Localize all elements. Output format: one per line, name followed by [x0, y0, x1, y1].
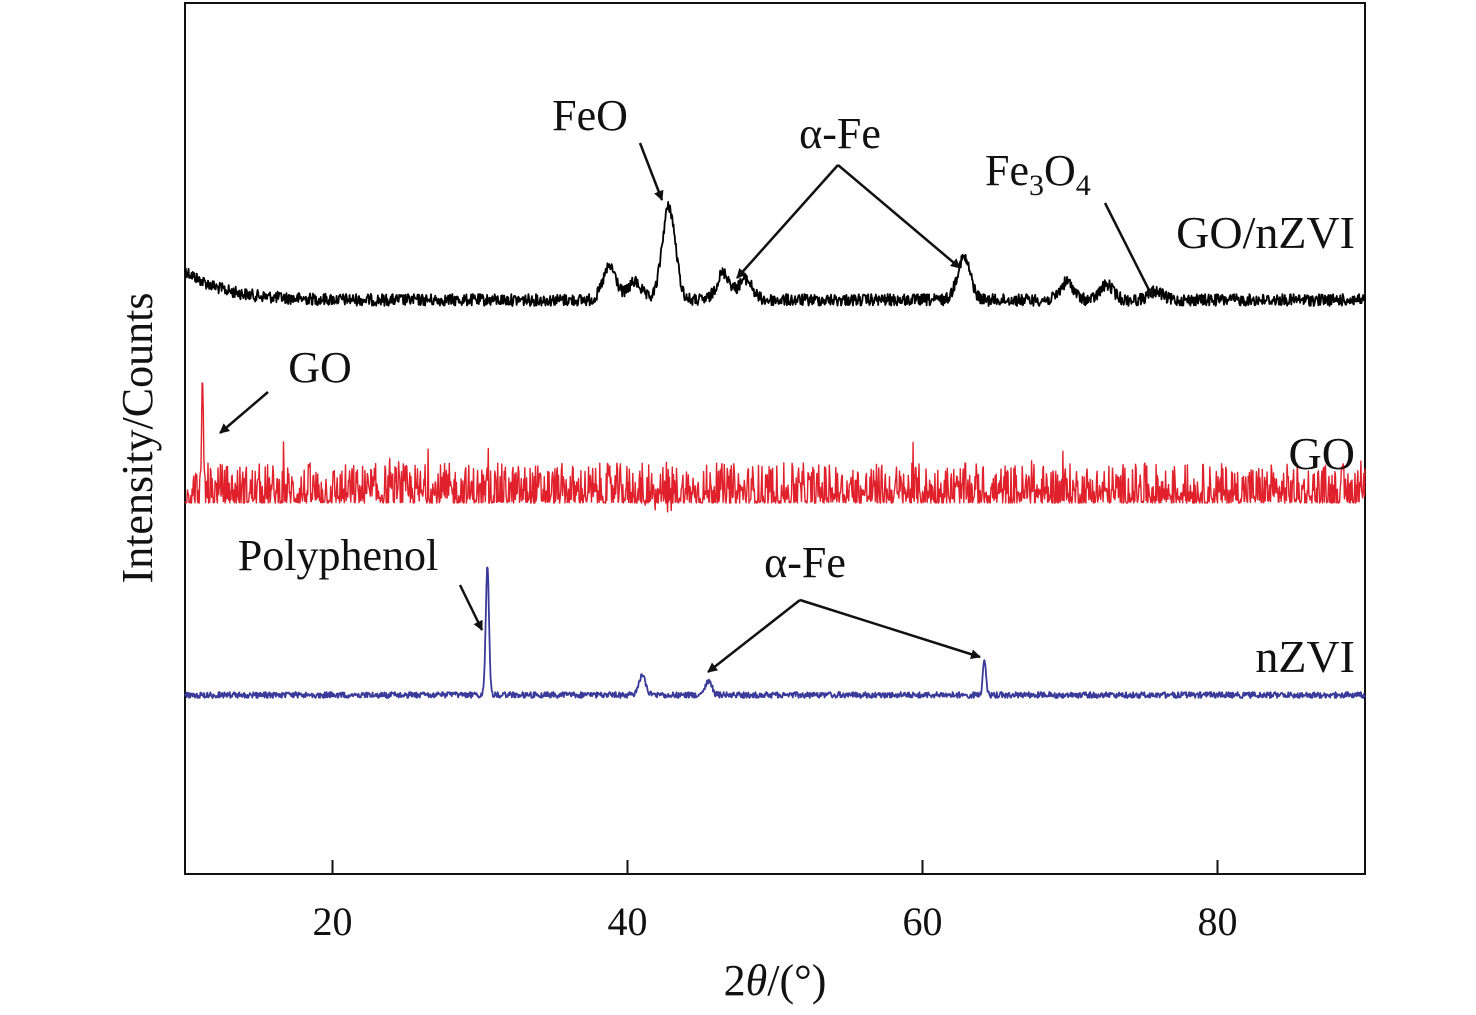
annotation-alpha-fe-top: α-Fe — [799, 109, 881, 158]
x-tick-label: 80 — [1198, 899, 1238, 944]
series-line-go — [184, 382, 1366, 513]
y-axis-label: Intensity/Counts — [113, 293, 162, 584]
annotation-go: GO — [288, 343, 352, 392]
arrow-fe3o4 — [1103, 202, 1155, 299]
annotation-fe3o4: Fe3O4 — [985, 146, 1091, 202]
series-label-go-nzvi: GO/nZVI — [1176, 207, 1355, 258]
arrow-alpha-fe-bottom-right — [799, 598, 981, 660]
arrow-go — [219, 391, 269, 434]
x-tick-label: 40 — [608, 899, 648, 944]
series-line-nzvi — [184, 566, 1366, 699]
x-tick-label: 60 — [903, 899, 943, 944]
series-label-go: GO — [1289, 428, 1355, 479]
arrow-feo — [638, 142, 664, 201]
arrow-polyphenol — [458, 584, 484, 631]
annotation-polyphenol: Polyphenol — [238, 531, 438, 580]
arrow-alpha-fe-top-right — [837, 164, 961, 269]
series-label-nzvi: nZVI — [1255, 631, 1355, 682]
annotation-feo: FeO — [552, 91, 628, 140]
series-traces — [184, 201, 1366, 699]
series-line-go-nzvi — [184, 201, 1366, 307]
x-axis-ticks: 20 40 60 80 — [313, 860, 1238, 944]
x-axis-label: 2θ/(°) — [724, 956, 827, 1005]
plot-frame — [184, 2, 1366, 875]
arrow-alpha-fe-bottom-left — [707, 599, 801, 673]
arrow-alpha-fe-top-left — [736, 164, 839, 279]
annotation-alpha-fe-bottom: α-Fe — [764, 538, 846, 587]
x-tick-label: 20 — [313, 899, 353, 944]
